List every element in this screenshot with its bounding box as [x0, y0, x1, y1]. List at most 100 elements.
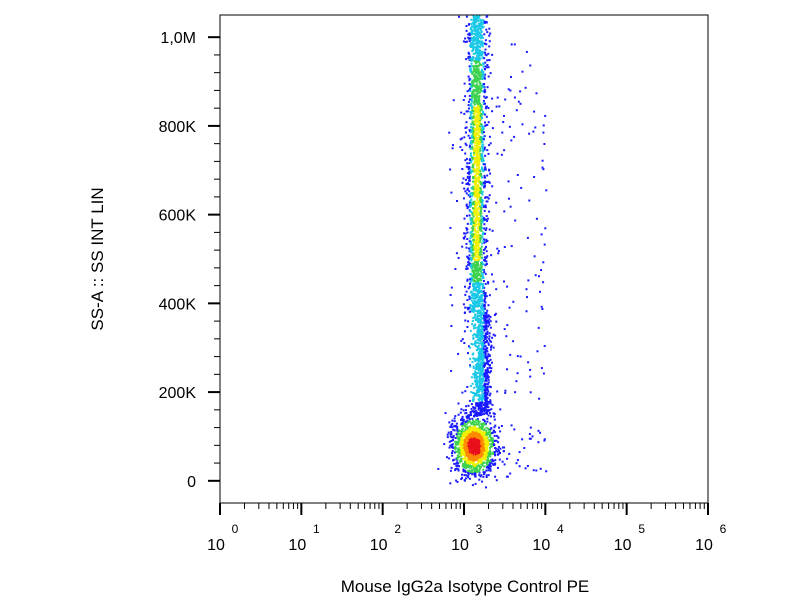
event-dot	[494, 475, 497, 478]
event-dot	[464, 412, 467, 415]
event-dot	[459, 435, 462, 437]
event-dot	[473, 138, 476, 141]
event-dot	[487, 52, 490, 55]
event-dot	[486, 400, 489, 403]
event-dot	[469, 434, 472, 437]
event-dot	[456, 437, 459, 440]
event-dot	[477, 196, 480, 198]
event-dot	[483, 22, 486, 24]
event-dot	[465, 268, 468, 270]
event-dot	[472, 463, 475, 466]
event-dot	[475, 402, 477, 405]
event-dot	[477, 441, 480, 443]
event-dot	[474, 324, 476, 327]
event-dot	[469, 58, 472, 61]
event-dot	[473, 69, 476, 71]
event-dot	[475, 149, 477, 152]
event-dot	[480, 250, 483, 253]
event-dot	[483, 20, 486, 23]
event-dot	[478, 46, 481, 48]
event-dot	[481, 396, 484, 399]
event-dot	[470, 454, 473, 457]
event-dot	[472, 396, 475, 399]
event-dot	[471, 145, 474, 148]
event-dot	[472, 56, 474, 59]
event-dot	[466, 267, 469, 270]
event-dot	[473, 39, 476, 42]
event-dot	[469, 471, 472, 473]
event-dot	[477, 200, 480, 203]
event-dot	[450, 445, 453, 448]
event-dot	[489, 467, 492, 470]
event-dot	[481, 461, 484, 464]
event-dot	[477, 19, 480, 22]
event-dot	[466, 448, 469, 451]
event-dot	[476, 149, 479, 152]
event-dot	[480, 439, 483, 442]
event-dot	[470, 433, 473, 436]
event-dot	[485, 256, 488, 259]
event-dot	[515, 380, 518, 383]
event-dot	[456, 443, 459, 446]
event-dot	[474, 413, 477, 416]
event-dot	[482, 232, 484, 235]
event-dot	[476, 265, 479, 268]
event-dot	[474, 269, 477, 272]
event-dot	[477, 79, 480, 81]
event-dot	[471, 25, 474, 28]
event-dot	[474, 433, 477, 435]
event-dot	[477, 89, 479, 92]
event-dot	[476, 271, 479, 274]
event-dot	[474, 170, 477, 173]
event-dot	[524, 86, 527, 89]
event-dot	[470, 198, 473, 201]
event-dot	[484, 405, 487, 408]
event-dot	[474, 475, 477, 478]
event-dot	[481, 360, 484, 363]
event-dot	[485, 115, 488, 118]
event-dot	[468, 183, 471, 186]
event-dot	[487, 406, 490, 409]
event-dot	[476, 312, 479, 315]
event-dot	[488, 135, 491, 138]
event-dot	[469, 454, 472, 457]
event-dot	[482, 404, 485, 407]
event-dot	[470, 115, 473, 118]
event-dot	[483, 218, 486, 221]
event-dot	[449, 294, 452, 296]
event-dot	[465, 203, 468, 206]
event-dot	[468, 98, 471, 101]
event-dot	[466, 187, 469, 190]
event-dot	[482, 461, 485, 464]
event-dot	[475, 118, 478, 121]
event-dot	[472, 19, 475, 22]
event-dot	[472, 221, 475, 224]
event-dot	[473, 85, 476, 88]
event-dot	[468, 129, 471, 132]
event-dot	[482, 339, 485, 342]
event-dot	[480, 19, 483, 22]
event-dot	[487, 409, 490, 412]
event-dot	[485, 295, 488, 298]
event-dot	[463, 197, 465, 200]
event-dot	[474, 123, 476, 126]
event-dot	[484, 39, 487, 42]
event-dot	[470, 452, 473, 455]
event-dot	[478, 64, 481, 67]
event-dot	[465, 409, 467, 412]
event-dot	[466, 419, 469, 422]
event-dot	[480, 109, 483, 111]
event-dot	[477, 117, 479, 120]
event-dot	[486, 15, 489, 18]
event-dot	[468, 414, 471, 417]
event-dot	[476, 167, 479, 170]
event-dot	[457, 433, 460, 436]
event-dot	[475, 181, 478, 184]
event-dot	[469, 234, 472, 237]
event-dot	[509, 472, 512, 475]
event-dot	[474, 42, 477, 45]
event-dot	[479, 213, 482, 216]
event-dot	[470, 310, 472, 313]
event-dot	[465, 449, 468, 452]
